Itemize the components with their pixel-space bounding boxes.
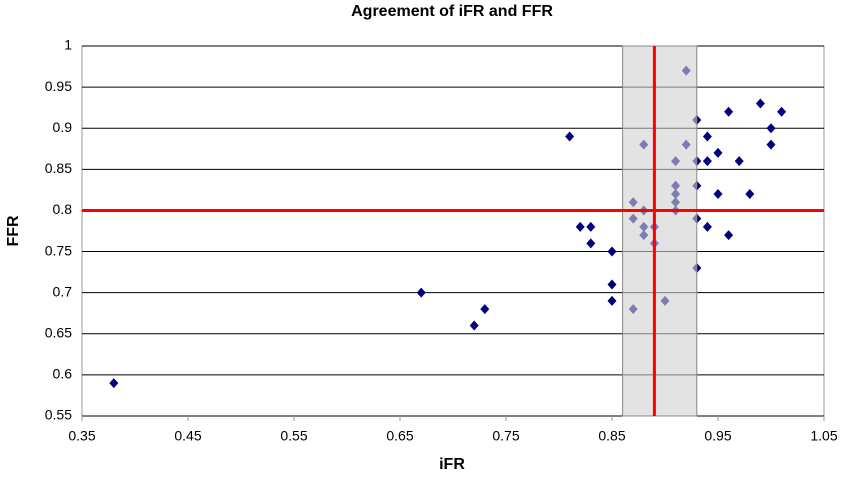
point <box>702 156 712 167</box>
y-tick-label: 0.95 <box>45 78 72 94</box>
point <box>586 238 596 249</box>
point <box>766 139 776 150</box>
point <box>702 221 712 232</box>
y-tick-label: 1 <box>64 37 72 53</box>
point <box>755 98 765 109</box>
x-tick-label: 0.35 <box>68 428 95 444</box>
point <box>702 131 712 142</box>
x-tick-label: 0.95 <box>704 428 731 444</box>
point <box>766 123 776 134</box>
point <box>607 295 617 306</box>
point <box>607 246 617 257</box>
point <box>777 106 787 117</box>
y-tick-label: 0.6 <box>53 366 73 382</box>
point <box>607 279 617 290</box>
point <box>565 131 575 142</box>
x-tick-label: 1.05 <box>810 428 837 444</box>
y-tick-label: 0.75 <box>45 242 72 258</box>
shaded-band <box>622 45 698 417</box>
point <box>713 189 723 199</box>
point <box>745 189 755 199</box>
y-tick-label: 0.7 <box>53 283 73 299</box>
point <box>469 320 479 331</box>
point <box>713 147 723 158</box>
x-tick-label: 0.45 <box>174 428 201 444</box>
point <box>724 106 734 117</box>
x-tick-label: 0.65 <box>386 428 413 444</box>
point <box>724 230 734 241</box>
point <box>480 304 490 315</box>
point <box>734 156 744 167</box>
y-tick-label: 0.8 <box>53 201 73 217</box>
y-axis-title: FFR <box>5 215 22 247</box>
y-tick-label: 0.55 <box>45 407 72 423</box>
plot-area <box>81 45 825 417</box>
point <box>416 287 426 298</box>
x-axis-title: iFR <box>439 456 465 473</box>
x-tick-label: 0.55 <box>280 428 307 444</box>
chart-title: Agreement of iFR and FFR <box>351 3 553 20</box>
y-tick-label: 0.85 <box>45 160 72 176</box>
x-tick-label: 0.75 <box>492 428 519 444</box>
y-tick-label: 0.65 <box>45 324 72 340</box>
point <box>575 221 585 232</box>
x-tick-label: 0.85 <box>598 428 625 444</box>
point <box>586 221 596 232</box>
y-tick-label: 0.9 <box>53 119 73 135</box>
point <box>109 378 119 389</box>
